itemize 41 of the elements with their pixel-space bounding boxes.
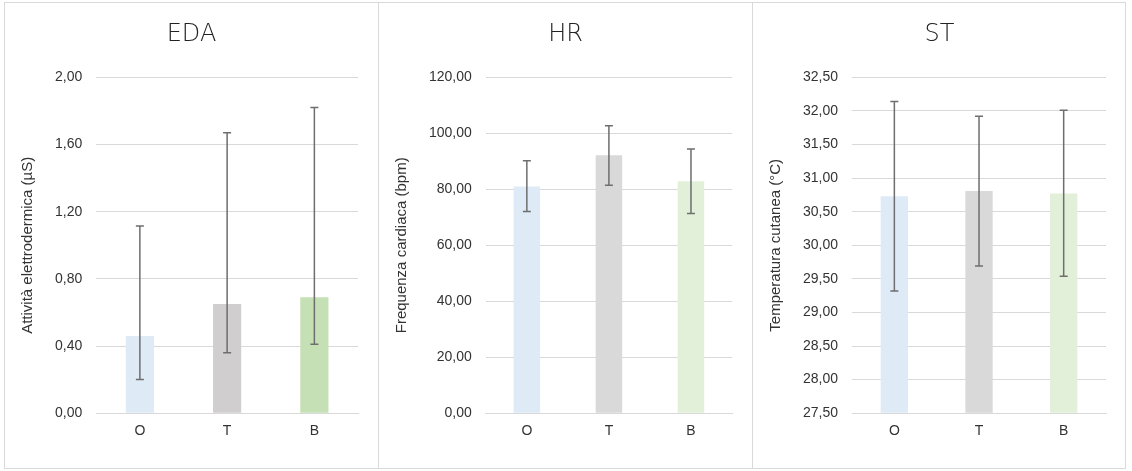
chart-title: EDA [165,19,218,49]
x-tick-label: B [309,422,320,439]
y-tick-label: 0,00 [444,404,473,421]
y-axis-title: Frequenza cardiaca (bpm) [392,157,410,334]
x-tick-label: T [604,422,614,439]
bar [677,181,705,413]
chart-title: HR [547,19,584,49]
bar [513,186,541,413]
y-tick-label: 31,00 [802,169,839,185]
x-tick-label: T [974,422,984,439]
y-tick-label: 28,00 [802,370,839,387]
x-tick-label: B [1059,422,1069,439]
y-tick-label: 28,50 [802,336,839,353]
y-tick-label: 0,80 [55,269,83,286]
y-tick-label: 40,00 [436,292,473,309]
y-tick-label: 32,50 [802,68,839,85]
y-tick-label: 1,20 [55,202,83,219]
y-axis-title: Temperatura cutanea (°C) [766,158,784,332]
x-tick-label: O [134,422,146,439]
y-tick-label: 27,50 [802,404,839,421]
x-tick-label: O [888,422,900,439]
x-tick-label: T [222,422,232,439]
y-tick-label: 80,00 [436,180,473,197]
y-axis-title: Attività elettrodermica (µS) [18,156,36,334]
y-tick-label: 120,00 [428,68,473,85]
y-tick-label: 31,50 [802,135,839,152]
y-tick-label: 1,60 [55,135,83,152]
y-tick-label: 29,00 [802,303,839,320]
y-tick-label: 60,00 [436,236,473,253]
y-tick-label: 30,50 [802,202,839,219]
y-tick-label: 20,00 [436,348,473,365]
y-tick-label: 32,00 [802,101,839,118]
x-tick-label: B [686,422,696,439]
y-tick-label: 0,00 [55,404,83,421]
chart-title: ST [923,19,956,49]
y-tick-label: 29,50 [802,269,839,286]
x-tick-label: O [521,422,533,439]
y-tick-label: 100,00 [428,124,473,141]
y-tick-label: 2,00 [55,68,83,85]
y-tick-label: 0,40 [55,336,83,353]
y-tick-label: 30,00 [802,236,839,253]
